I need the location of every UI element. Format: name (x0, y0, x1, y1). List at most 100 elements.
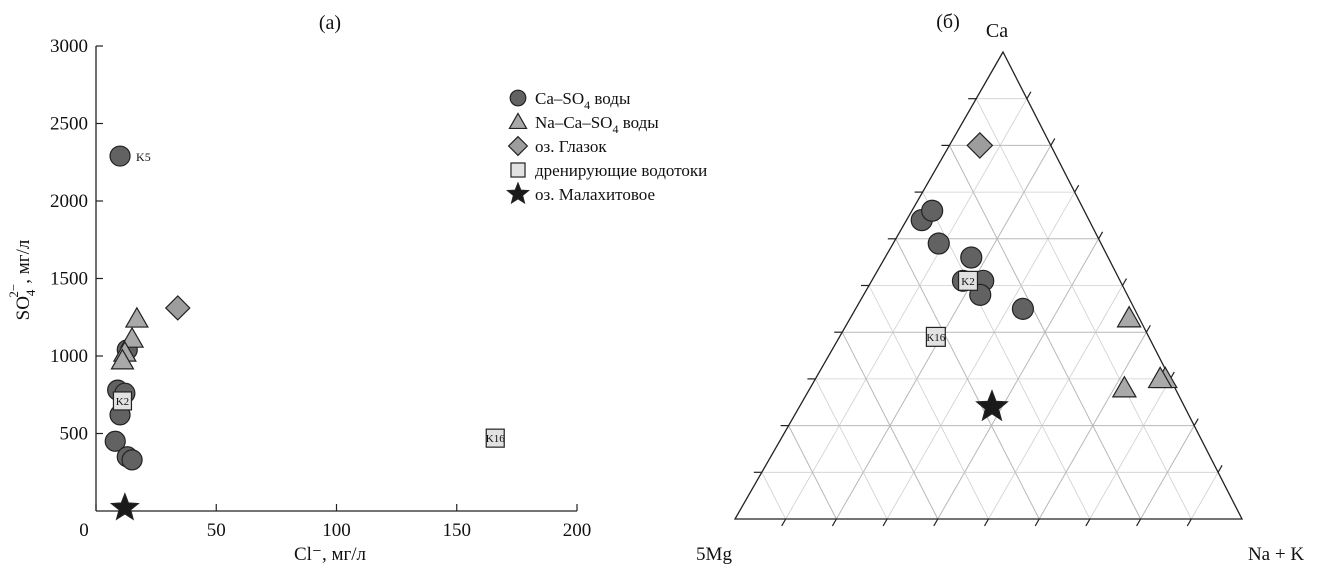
na_ca_so4-legend-marker (508, 112, 528, 130)
x-tick-label: 0 (79, 520, 89, 541)
ternary-tick (1217, 465, 1223, 473)
ternary-points: K2 K16 (910, 131, 1178, 422)
ternary-tick (1034, 518, 1040, 527)
na_ca_so4-point (1111, 375, 1137, 398)
y-tick-label: 1500 (50, 269, 88, 290)
ternary-tick (1074, 184, 1080, 193)
na_ca_so4-point (124, 306, 149, 328)
ca_so4-point (921, 199, 944, 222)
ca_so4-point (104, 430, 126, 452)
grid-line (785, 98, 1028, 520)
y-ticks: 500 1000 1500 2000 2500 3000 (50, 36, 103, 445)
ca_so4-point (1011, 297, 1035, 320)
grid-line (975, 98, 1192, 520)
apex-top-label: Ca (986, 20, 1008, 42)
grid-line (988, 285, 1123, 520)
malakhit-point (975, 389, 1009, 422)
drain-point (925, 326, 946, 347)
grid-line (1038, 331, 1147, 520)
legend-label: дренирующие водотоки (535, 161, 707, 180)
grid-line (886, 191, 1076, 520)
ternary-ticks (753, 91, 1223, 527)
ternary-tick (882, 518, 888, 527)
panel-b-title: (б) (936, 11, 960, 33)
y-tick-label: 2500 (50, 114, 88, 135)
point-label: K16 (486, 433, 505, 445)
ternary-tick (1050, 138, 1056, 146)
x-tick-label: 100 (322, 520, 351, 541)
ca_so4-point (109, 145, 131, 167)
x-axis-label: Cl⁻, мг/л (294, 544, 367, 565)
drain-point (957, 270, 979, 291)
legend-label: оз. Глазок (535, 137, 607, 156)
ternary-grid (761, 98, 1219, 520)
drain-point (112, 391, 133, 411)
grid-line (922, 191, 1091, 520)
ternary-tick (1098, 231, 1104, 240)
legend-label: Ca–SO4 воды (535, 89, 631, 112)
ternary-tick (1145, 324, 1151, 333)
ca_so4-point (121, 449, 143, 471)
ternary-tick (781, 518, 787, 527)
y-axis-label: SO42−, мг/л (6, 239, 38, 320)
na_ca_so4-point (1116, 305, 1142, 328)
x-tick-label: 150 (443, 520, 472, 541)
scatter-panel-a: (а) 500 1000 1500 2000 2500 3000 0 50 100 150 200… (6, 12, 591, 565)
legend-label: оз. Малахитовое (535, 185, 655, 204)
ca_so4-point (927, 232, 950, 255)
legend-item-malakhit: оз. Малахитовое (506, 181, 655, 205)
grid-line (841, 331, 939, 520)
point-label: K5 (136, 150, 151, 164)
grid-line (1089, 378, 1171, 520)
apex-right-label: Na + K (1248, 544, 1304, 565)
point-label: K2 (116, 396, 129, 408)
ca_so4-point (960, 246, 983, 269)
legend-item-na_ca_so4: Na–Ca–SO4 воды (508, 112, 659, 136)
x-tick-label: 50 (207, 520, 226, 541)
legend-item-drain: дренирующие водотоки (510, 161, 707, 180)
x-tick-label: 200 (563, 520, 592, 541)
ternary-tick (1186, 518, 1192, 527)
legend-item-ca_so4: Ca–SO4 воды (509, 89, 631, 112)
glazok-point (164, 295, 191, 321)
grid-line (868, 285, 989, 520)
y-tick-label: 1000 (50, 346, 88, 367)
scatter-points: K5 K2 K16 (104, 145, 505, 521)
na_ca_so4-point (110, 348, 135, 370)
ternary-tick (1026, 91, 1032, 99)
point-label: K16 (926, 332, 945, 344)
ternary-tick (983, 518, 990, 527)
glazok-legend-marker (507, 135, 529, 157)
ternary-tick (933, 518, 939, 527)
grid-line (761, 472, 787, 520)
ternary-panel-b: (б) Ca 5Mg Na + K K2 K16 (696, 11, 1304, 565)
point-label: K2 (961, 276, 974, 288)
x-ticks: 0 50 100 150 200 (79, 504, 591, 541)
ternary-tick (1121, 278, 1128, 286)
y-tick-label: 2000 (50, 191, 88, 212)
glazok-point (966, 131, 994, 159)
legend-item-glazok: оз. Глазок (507, 135, 607, 157)
drain-legend-marker (510, 162, 526, 178)
apex-left-label: 5Mg (696, 544, 732, 565)
ternary-tick (831, 518, 837, 527)
ternary-tick (1193, 418, 1199, 426)
y-tick-label: 3000 (50, 36, 88, 57)
ca_so4-legend-marker (509, 89, 527, 107)
grid-line (788, 425, 837, 520)
drain-point (485, 428, 505, 448)
grid-line (1140, 425, 1195, 520)
panel-a-title: (а) (319, 12, 341, 34)
na_ca_so4-point (1147, 366, 1173, 389)
ternary-tick (1136, 518, 1142, 527)
malakhit-legend-marker (506, 181, 530, 205)
grid-line (815, 378, 888, 520)
legend-label: Na–Ca–SO4 воды (535, 113, 659, 136)
malakhit-point (109, 492, 140, 521)
na_ca_so4-point (120, 326, 145, 348)
ternary-tick (1085, 518, 1091, 527)
grid-line (1190, 472, 1219, 520)
y-tick-label: 500 (60, 424, 89, 445)
